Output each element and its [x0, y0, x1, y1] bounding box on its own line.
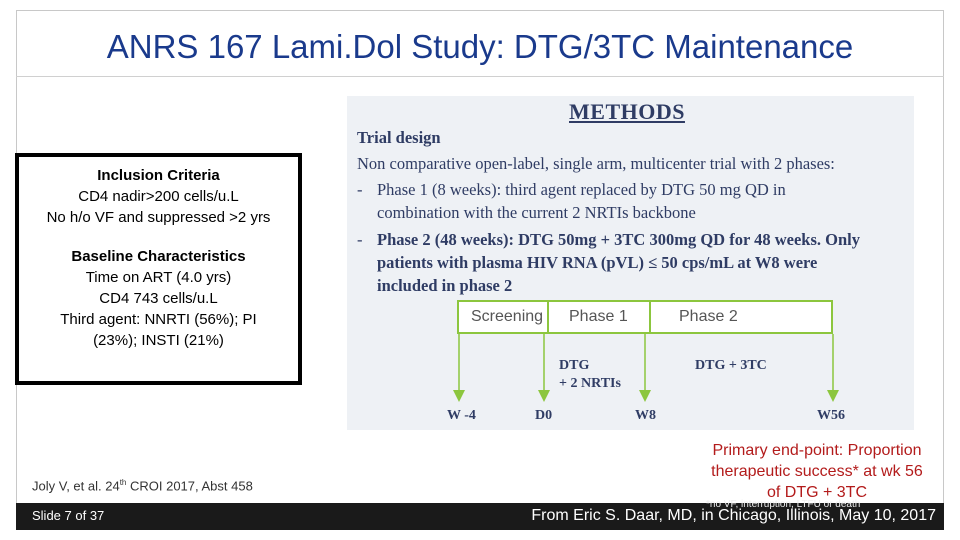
baseline-line: Third agent: NNRTI (56%); PI [60, 311, 257, 328]
inclusion-line: CD4 nadir>200 cells/u.L [78, 188, 239, 205]
endpoint-line: Primary end-point: Proportion [712, 442, 922, 459]
methods-line: Phase 1 (8 weeks): third agent replaced … [377, 180, 786, 199]
methods-bullet: - [357, 180, 363, 199]
phase-2: Phase 2 [679, 308, 738, 325]
methods-line: Non comparative open-label, single arm, … [357, 154, 835, 173]
timepoint-w8: W8 [635, 408, 656, 423]
methods-line: patients with plasma HIV RNA (pVL) ≤ 50 … [377, 253, 818, 272]
citation: Joly V, et al. 24th CROI 2017, Abst 458 [32, 478, 253, 494]
baseline-line: (23%); INSTI (21%) [93, 332, 224, 349]
endpoint-footnote: *no VF, interruption, LTFU or death [706, 499, 861, 510]
inclusion-line: No h/o VF and suppressed >2 yrs [46, 209, 271, 226]
inclusion-heading: Inclusion Criteria [97, 167, 220, 184]
timepoint-w56: W56 [817, 408, 845, 423]
slide-title: ANRS 167 Lami.Dol Study: DTG/3TC Mainten… [106, 28, 854, 65]
phase-1: Phase 1 [569, 308, 628, 325]
regimen-dtg: DTG [559, 358, 590, 373]
methods-line: Phase 2 (48 weeks): DTG 50mg + 3TC 300mg… [377, 230, 860, 249]
baseline-line: Time on ART (4.0 yrs) [85, 269, 232, 286]
baseline-heading: Baseline Characteristics [71, 248, 246, 265]
footer-bar: Slide 7 of 37 *no VF, interruption, LTFU… [16, 499, 944, 530]
endpoint-line: of DTG + 3TC [766, 484, 868, 501]
trial-design-label: Trial design [357, 128, 441, 147]
timepoint-w-4: W -4 [447, 408, 476, 423]
phase-divider [547, 302, 549, 332]
title-divider [16, 76, 944, 77]
baseline-line: CD4 743 cells/u.L [99, 290, 218, 307]
regimen-nrtis: + 2 NRTIs [559, 376, 621, 391]
phase-timeline-bar: Screening Phase 1 Phase 2 [457, 300, 833, 334]
phase-screening: Screening [471, 308, 544, 325]
methods-bullet: - [357, 230, 363, 249]
source-credit: From Eric S. Daar, MD, in Chicago, Illin… [531, 507, 936, 524]
primary-endpoint: Primary end-point: Proportion therapeuti… [690, 440, 944, 503]
methods-line: included in phase 2 [377, 276, 513, 295]
timeline-arrows [453, 334, 839, 402]
slide-number: Slide 7 of 37 [32, 508, 105, 523]
methods-line: combination with the current 2 NRTIs bac… [377, 203, 696, 222]
timepoint-d0: D0 [535, 408, 553, 423]
endpoint-line: therapeutic success* at wk 56 [711, 463, 923, 480]
methods-heading: METHODS [569, 99, 685, 124]
methods-image: METHODS Trial design Non comparative ope… [347, 96, 914, 430]
phase-divider [649, 302, 651, 332]
regimen-dtg-3tc: DTG + 3TC [695, 358, 767, 373]
criteria-box: Inclusion Criteria CD4 nadir>200 cells/u… [15, 153, 302, 385]
